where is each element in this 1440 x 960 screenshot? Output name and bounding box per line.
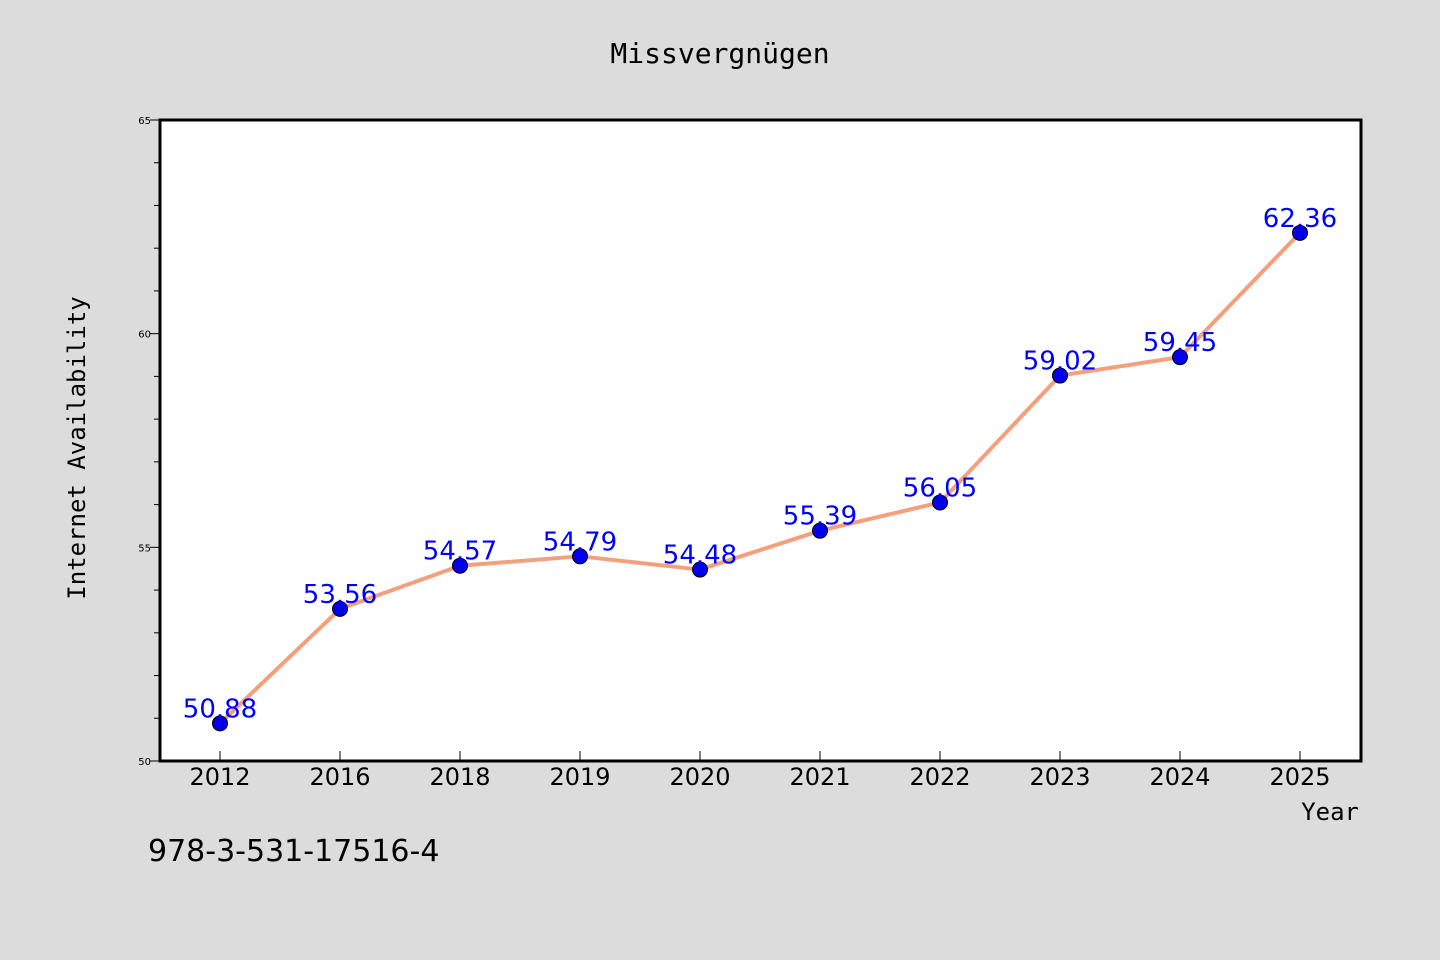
isbn-annotation: 978-3-531-17516-4 [148,834,440,869]
x-tick-label: 2019 [549,763,610,791]
y-axis-label: Internet Availability [63,296,91,599]
y-axis: 50 55 60 65 [138,116,160,768]
data-label: 54.79 [543,527,617,557]
x-axis: 2012 2016 2018 2019 2020 2021 2022 2023 2024 2025 [189,751,1331,791]
x-tick-label: 2022 [909,763,970,791]
y-tick-label: 55 [138,543,151,554]
data-point [692,561,708,578]
x-tick-label: 2020 [669,763,730,791]
x-tick-label: 2018 [429,763,490,791]
y-tick-label: 50 [138,757,151,768]
x-tick-label: 2023 [1029,763,1090,791]
data-label: 59.02 [1023,347,1097,377]
data-point [332,600,348,617]
y-tick-label: 65 [138,116,151,127]
data-label: 54.48 [663,541,737,571]
x-tick-label: 2025 [1269,763,1330,791]
x-tick-label: 2021 [789,763,850,791]
x-tick-label: 2016 [309,763,370,791]
y-tick-label: 60 [138,330,151,341]
data-label: 55.39 [783,502,857,532]
data-point [572,548,588,565]
data-label: 50.88 [183,694,257,724]
data-label: 54.57 [423,537,497,567]
data-point [452,557,468,574]
x-tick-label: 2012 [189,763,250,791]
data-point [932,494,948,511]
data-point [1292,224,1308,241]
data-label: 62.36 [1263,204,1337,234]
x-tick-label: 2024 [1149,763,1210,791]
data-point [1172,349,1188,366]
data-point [1052,367,1068,384]
data-point [212,715,228,732]
x-axis-label: Year [1301,798,1359,826]
data-label: 56.05 [903,473,977,503]
plot-area [158,118,1363,763]
series-line [218,230,1302,726]
data-point [812,522,828,539]
data-label: 53.56 [303,580,377,610]
chart-title: Missvergnügen [610,37,829,70]
data-label: 59.45 [1143,328,1217,358]
series: 50.88 53.56 54.57 54.79 54.48 55.39 56.05 59.02… [183,204,1337,732]
